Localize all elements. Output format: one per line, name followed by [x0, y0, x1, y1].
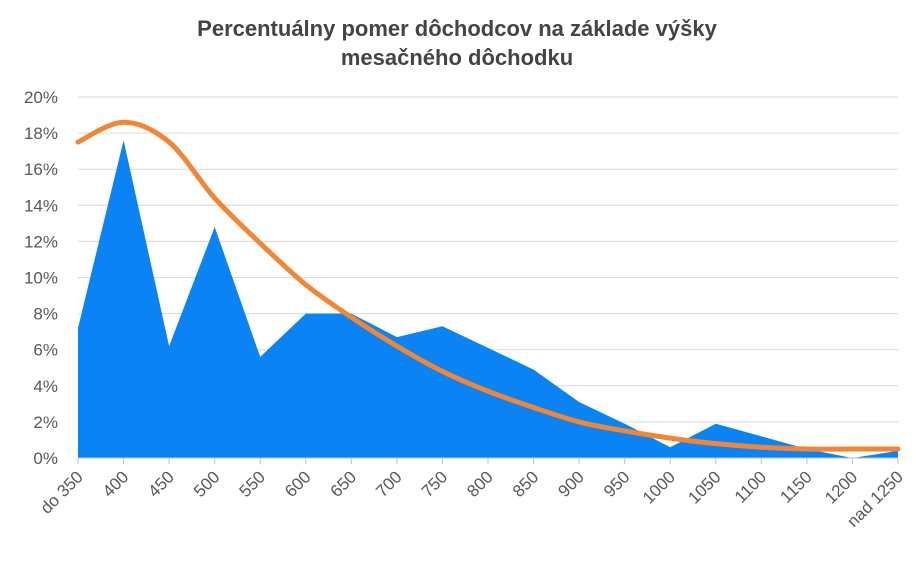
x-tick-label: 950	[600, 467, 633, 500]
y-tick-label: 2%	[33, 413, 58, 432]
trend-line-series	[75, 119, 901, 452]
y-tick-label: 18%	[24, 124, 58, 143]
x-tick-label: 750	[418, 467, 451, 500]
x-tick-label: 650	[327, 467, 360, 500]
x-tick-label: do 350	[37, 467, 87, 517]
y-tick-label: 0%	[33, 449, 58, 468]
y-tick-label: 14%	[24, 196, 58, 215]
x-tick-label: 400	[99, 467, 132, 500]
y-tick-label: 6%	[33, 341, 58, 360]
x-tick-label: 600	[281, 467, 314, 500]
x-tick-label: 500	[190, 467, 223, 500]
y-tick-label: 10%	[24, 269, 58, 288]
x-tick-label: 1100	[731, 467, 770, 506]
y-tick-label: 16%	[24, 160, 58, 179]
chart-title-line-2: mesačného dôchodku	[340, 45, 574, 70]
x-tick-label: 1000	[639, 467, 679, 507]
y-tick-label: 12%	[24, 232, 58, 251]
x-tick-label: 850	[509, 467, 542, 500]
x-tick-label: 1150	[776, 467, 815, 506]
y-tick-label: 20%	[24, 88, 58, 107]
x-tick-label: 900	[554, 467, 587, 500]
area-fill	[78, 140, 898, 459]
x-tick-label: 550	[236, 467, 269, 500]
chart-title: Percentuálny pomer dôchodcov na základe …	[0, 14, 914, 72]
x-tick-label: 450	[144, 467, 177, 500]
y-tick-label: 8%	[33, 305, 58, 324]
x-tick-label: 800	[463, 467, 496, 500]
x-tick-label: 700	[372, 467, 405, 500]
x-tick-labels: do 350 400 450 500 550 600 650 700 750 800 850 900 9…	[37, 467, 907, 531]
chart-title-line-1: Percentuálny pomer dôchodcov na základe …	[197, 16, 717, 41]
y-tick-labels: 0% 2% 4% 6% 8% 10% 12% 14% 16% 18% 20%	[24, 88, 58, 468]
y-tick-label: 4%	[33, 377, 58, 396]
trend-line	[75, 119, 901, 452]
x-tick-label: 1200	[821, 467, 861, 507]
area-series	[78, 140, 898, 459]
axes	[77, 457, 899, 464]
x-tick-label: 1050	[684, 467, 724, 507]
